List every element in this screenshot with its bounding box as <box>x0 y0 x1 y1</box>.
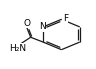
Text: H₂N: H₂N <box>9 44 26 53</box>
Text: N: N <box>39 22 46 31</box>
Text: O: O <box>23 19 30 28</box>
Text: F: F <box>63 14 68 23</box>
